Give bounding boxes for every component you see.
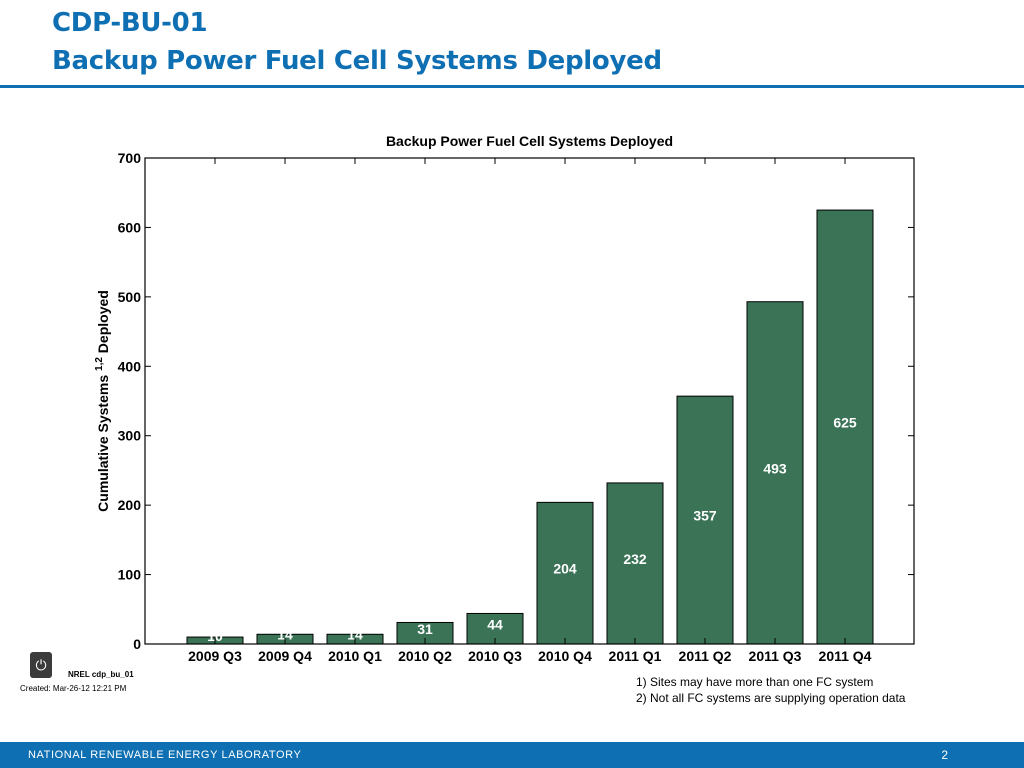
x-tick-label: 2011 Q1 bbox=[609, 648, 662, 664]
x-tick-label: 2010 Q2 bbox=[398, 648, 452, 664]
data-label: 204 bbox=[553, 561, 577, 577]
footer-bar: NATIONAL RENEWABLE ENERGY LABORATORY 2 bbox=[0, 742, 1024, 768]
x-tick-label: 2010 Q1 bbox=[328, 648, 382, 664]
chart-title: Backup Power Fuel Cell Systems Deployed bbox=[386, 133, 673, 149]
bar-2011-q4 bbox=[816, 209, 874, 645]
plot-frame bbox=[144, 157, 915, 645]
bar-chart: Backup Power Fuel Cell Systems Deployed 1… bbox=[94, 133, 915, 664]
x-tick-label: 2011 Q2 bbox=[679, 648, 732, 664]
data-label: 31 bbox=[417, 621, 433, 637]
bar-2010-q4 bbox=[536, 501, 594, 645]
data-label: 625 bbox=[833, 415, 857, 431]
x-tick-label: 2011 Q3 bbox=[749, 648, 802, 664]
chart-id: NREL cdp_bu_01 bbox=[68, 670, 134, 679]
data-label: 14 bbox=[277, 627, 293, 643]
footnotes: 1) Sites may have more than one FC syste… bbox=[636, 674, 905, 706]
data-label: 44 bbox=[487, 616, 503, 632]
bar-2011-q1 bbox=[606, 482, 664, 645]
page-number: 2 bbox=[941, 748, 948, 762]
y-axis-label: Cumulative Systems 1,2 Deployed bbox=[94, 290, 111, 512]
y-tick-label: 700 bbox=[118, 150, 142, 166]
footer-organization: NATIONAL RENEWABLE ENERGY LABORATORY bbox=[28, 749, 302, 761]
x-tick-label: 2009 Q4 bbox=[258, 648, 312, 664]
y-tick-label: 200 bbox=[118, 497, 142, 513]
footnote-2: 2) Not all FC systems are supplying oper… bbox=[636, 691, 906, 705]
power-icon: ⏻ bbox=[30, 652, 52, 678]
created-timestamp: Created: Mar-26-12 12:21 PM bbox=[20, 684, 127, 693]
data-label: 357 bbox=[693, 508, 717, 524]
y-tick-label: 600 bbox=[118, 219, 142, 235]
x-tick-label: 2010 Q3 bbox=[468, 648, 522, 664]
title-rule bbox=[0, 85, 1024, 88]
data-label: 493 bbox=[763, 460, 787, 476]
slide-title-line1: CDP-BU-01 bbox=[52, 8, 208, 38]
y-tick-label: 0 bbox=[133, 636, 141, 652]
footnote-1: 1) Sites may have more than one FC syste… bbox=[636, 675, 874, 689]
data-label: 14 bbox=[347, 627, 363, 643]
slide-title: CDP-BU-01 Backup Power Fuel Cell Systems… bbox=[52, 4, 662, 80]
y-tick-label: 400 bbox=[118, 358, 142, 374]
data-label: 232 bbox=[623, 551, 647, 567]
y-tick-label: 500 bbox=[118, 289, 142, 305]
y-tick-label: 300 bbox=[118, 428, 142, 444]
data-label: 10 bbox=[207, 628, 223, 644]
x-tick-label: 2010 Q4 bbox=[538, 648, 592, 664]
x-tick-label: 2009 Q3 bbox=[188, 648, 242, 664]
slide-title-line2: Backup Power Fuel Cell Systems Deployed bbox=[52, 46, 662, 76]
x-tick-label: 2011 Q4 bbox=[819, 648, 872, 664]
y-tick-label: 100 bbox=[118, 567, 142, 583]
bar-2011-q3 bbox=[746, 301, 804, 645]
